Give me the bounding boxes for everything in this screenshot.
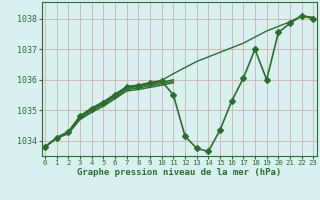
X-axis label: Graphe pression niveau de la mer (hPa): Graphe pression niveau de la mer (hPa) (77, 168, 281, 177)
